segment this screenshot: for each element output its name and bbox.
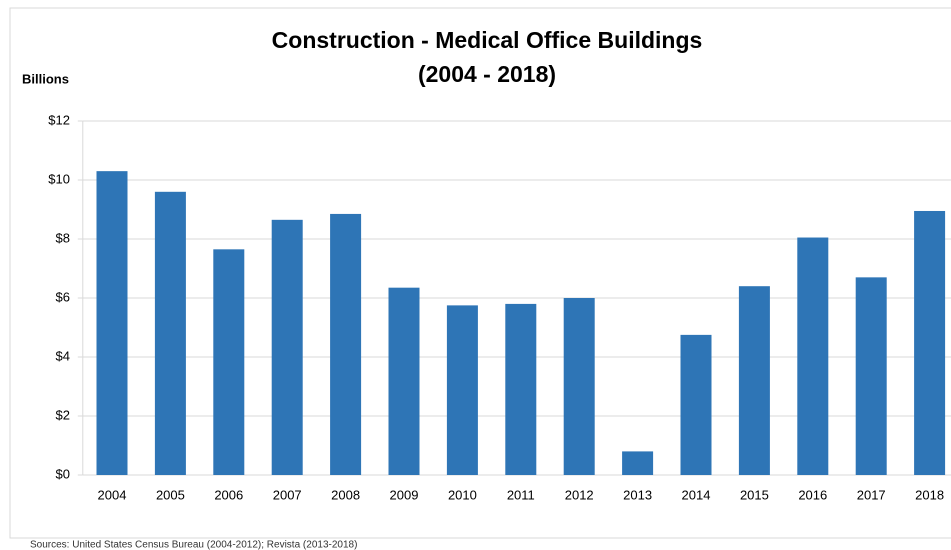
x-tick-label: 2016	[798, 487, 827, 502]
bar	[330, 213, 362, 476]
x-tick-label: 2012	[565, 487, 594, 502]
x-tick-label: 2005	[156, 487, 185, 502]
bar	[505, 303, 537, 475]
bar	[563, 298, 595, 475]
bar	[797, 237, 829, 475]
bar	[914, 210, 946, 475]
y-tick-label: $12	[48, 112, 70, 127]
source-note: Sources: United States Census Bureau (20…	[30, 540, 357, 550]
y-tick-label: $4	[56, 348, 70, 363]
y-tick-label: $2	[56, 407, 70, 422]
bar	[738, 286, 770, 475]
x-tick-label: 2009	[390, 487, 419, 502]
x-tick-label: 2015	[740, 487, 769, 502]
x-tick-label: 2011	[507, 487, 535, 502]
y-tick-label: $6	[56, 289, 70, 304]
bar	[680, 334, 712, 475]
x-tick-label: 2014	[682, 487, 711, 502]
bar	[213, 249, 245, 475]
bar	[96, 171, 128, 475]
x-tick-label: 2007	[273, 487, 302, 502]
y-tick-label: $8	[56, 230, 70, 245]
chart-subtitle: (2004 - 2018)	[418, 61, 556, 87]
chart-title: Construction - Medical Office Buildings	[272, 27, 703, 53]
bar	[388, 287, 420, 475]
x-tick-label: 2008	[331, 487, 360, 502]
bar	[622, 451, 654, 475]
bar	[446, 305, 478, 475]
x-tick-label: 2018	[915, 487, 944, 502]
x-tick-label: 2006	[214, 487, 243, 502]
y-tick-label: $10	[48, 171, 70, 186]
y-axis-label: Billions	[22, 71, 69, 86]
bar	[154, 191, 186, 476]
x-tick-label: 2010	[448, 487, 477, 502]
bar	[271, 219, 303, 475]
x-tick-label: 2004	[98, 487, 127, 502]
bar	[855, 277, 887, 475]
x-tick-label: 2017	[857, 487, 886, 502]
y-tick-label: $0	[56, 466, 70, 481]
x-tick-label: 2013	[623, 487, 652, 502]
